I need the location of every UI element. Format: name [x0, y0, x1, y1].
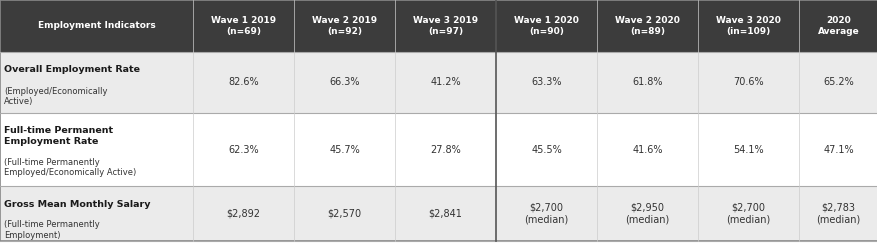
Bar [0, 52, 877, 113]
Text: (Employed/Economically
Active): (Employed/Economically Active) [4, 87, 108, 106]
Text: $2,783
(median): $2,783 (median) [816, 202, 859, 225]
Text: $2,700
(median): $2,700 (median) [524, 202, 568, 225]
Text: Wave 1 2019
(n=69): Wave 1 2019 (n=69) [210, 16, 276, 36]
Text: Wave 2 2019
(n=92): Wave 2 2019 (n=92) [311, 16, 377, 36]
Text: 70.6%: 70.6% [732, 77, 763, 87]
Text: Gross Mean Monthly Salary: Gross Mean Monthly Salary [4, 200, 151, 209]
Text: 61.8%: 61.8% [631, 77, 662, 87]
Text: Wave 2 2020
(n=89): Wave 2 2020 (n=89) [615, 16, 679, 36]
Text: 65.2%: 65.2% [822, 77, 853, 87]
Text: Wave 3 2020
(in=109): Wave 3 2020 (in=109) [716, 16, 780, 36]
Text: 41.6%: 41.6% [631, 145, 662, 155]
Text: $2,700
(median): $2,700 (median) [725, 202, 770, 225]
Text: Full-time Permanent
Employment Rate: Full-time Permanent Employment Rate [4, 126, 113, 146]
Text: 27.8%: 27.8% [430, 145, 460, 155]
Text: 45.5%: 45.5% [531, 145, 561, 155]
Text: Employment Indicators: Employment Indicators [38, 21, 155, 30]
Text: (Full-time Permanently
Employment): (Full-time Permanently Employment) [4, 220, 100, 240]
Text: 45.7%: 45.7% [329, 145, 360, 155]
Text: 41.2%: 41.2% [430, 77, 460, 87]
Text: Wave 1 2020
(n=90): Wave 1 2020 (n=90) [514, 16, 578, 36]
Text: Wave 3 2019
(n=97): Wave 3 2019 (n=97) [412, 16, 478, 36]
Text: Overall Employment Rate: Overall Employment Rate [4, 65, 140, 74]
Text: 62.3%: 62.3% [228, 145, 259, 155]
Text: 82.6%: 82.6% [228, 77, 259, 87]
Text: $2,570: $2,570 [327, 209, 361, 219]
Text: 2020
Average: 2020 Average [816, 16, 859, 36]
Text: 63.3%: 63.3% [531, 77, 561, 87]
Text: (Full-time Permanently
Employed/Economically Active): (Full-time Permanently Employed/Economic… [4, 158, 137, 177]
Text: 47.1%: 47.1% [823, 145, 852, 155]
Text: $2,892: $2,892 [226, 209, 260, 219]
Bar [0, 186, 877, 241]
Text: $2,841: $2,841 [428, 209, 462, 219]
Text: 54.1%: 54.1% [732, 145, 763, 155]
Bar [0, 113, 877, 186]
Text: $2,950
(median): $2,950 (median) [624, 202, 669, 225]
Text: 66.3%: 66.3% [329, 77, 360, 87]
Bar [0, 0, 877, 52]
